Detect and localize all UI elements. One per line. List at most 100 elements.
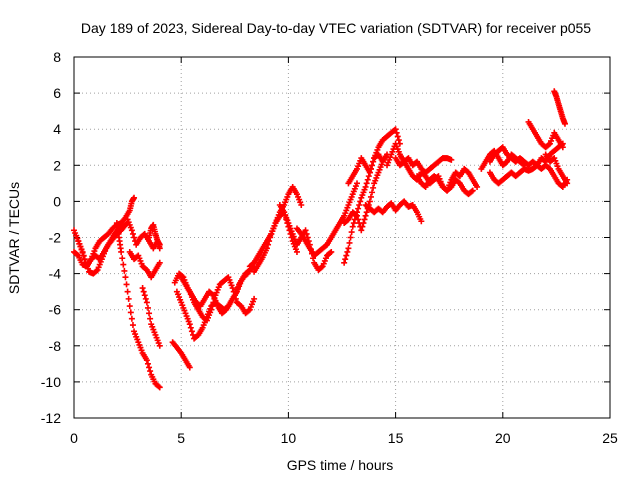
data-point <box>188 328 195 335</box>
data-series <box>71 88 571 391</box>
data-point <box>229 285 236 292</box>
data-point <box>209 303 216 310</box>
data-point <box>474 183 481 190</box>
data-point <box>156 245 163 252</box>
data-point <box>129 230 136 237</box>
data-point <box>564 180 571 187</box>
data-point <box>146 364 153 371</box>
data-point <box>328 248 335 255</box>
data-point <box>80 253 87 260</box>
data-point <box>186 321 193 328</box>
data-point <box>318 264 325 271</box>
y-tick-label: -8 <box>49 338 62 354</box>
series-trace-12 <box>169 339 193 371</box>
series-trace-26 <box>478 147 528 172</box>
data-point <box>418 218 425 225</box>
data-point <box>143 357 150 364</box>
data-point <box>367 193 374 200</box>
y-tick-label: 0 <box>53 193 61 209</box>
data-point <box>147 315 154 322</box>
data-point <box>122 274 129 281</box>
series-trace-4 <box>113 220 163 391</box>
data-point <box>139 285 146 292</box>
data-point <box>121 267 128 274</box>
data-point <box>303 230 310 237</box>
data-point <box>127 309 134 316</box>
data-point <box>156 342 163 349</box>
x-tick-label: 20 <box>495 430 511 446</box>
data-point <box>141 292 148 299</box>
data-point <box>129 322 136 329</box>
data-point <box>263 245 270 252</box>
data-point <box>365 173 372 180</box>
data-point <box>469 187 476 194</box>
series-trace-8 <box>146 221 163 252</box>
data-point <box>355 216 362 223</box>
data-point <box>364 176 371 183</box>
data-point <box>369 189 376 196</box>
data-point <box>367 165 374 172</box>
data-point <box>144 360 151 367</box>
data-point <box>359 223 366 230</box>
data-point <box>468 188 475 195</box>
y-tick-labels: -12 -10 -8 -6 -4 -2 0 2 4 6 8 <box>41 49 61 426</box>
series-trace-20 <box>362 198 425 225</box>
data-point <box>147 368 154 375</box>
data-point <box>146 310 153 317</box>
data-point <box>345 245 352 252</box>
x-tick-label: 25 <box>602 430 618 446</box>
data-point <box>448 156 455 163</box>
y-tick-label: 2 <box>53 157 61 173</box>
x-tick-label: 5 <box>177 430 185 446</box>
data-point <box>360 220 367 227</box>
data-point <box>123 281 130 288</box>
data-point <box>363 209 370 216</box>
series-trace-29 <box>542 151 571 187</box>
data-point <box>520 161 527 168</box>
data-point <box>370 158 377 165</box>
series-trace-27 <box>525 118 566 151</box>
data-point <box>561 120 568 127</box>
data-point <box>355 205 362 212</box>
data-point <box>251 295 258 302</box>
data-point <box>77 243 84 250</box>
series-trace-16 <box>293 180 361 259</box>
data-point <box>231 292 238 299</box>
data-point <box>124 288 131 295</box>
series-trace-13 <box>246 183 305 270</box>
data-point <box>342 256 349 263</box>
data-point <box>347 234 354 241</box>
data-point <box>357 198 364 205</box>
data-point <box>341 259 348 266</box>
series-trace-19 <box>341 151 391 234</box>
data-point <box>343 252 350 259</box>
axis-ticks <box>73 56 611 419</box>
data-point <box>126 303 133 310</box>
data-point <box>144 304 151 311</box>
grid <box>74 57 610 418</box>
series-trace-23 <box>414 173 476 198</box>
data-point <box>186 364 193 371</box>
data-point <box>119 255 126 262</box>
data-point <box>394 133 401 140</box>
data-point <box>393 129 400 136</box>
y-tick-label: -6 <box>49 302 62 318</box>
series-trace-14 <box>251 209 300 275</box>
data-point <box>187 324 194 331</box>
data-point <box>143 299 150 306</box>
data-point <box>293 248 300 255</box>
data-point <box>298 202 305 209</box>
series-trace-11 <box>178 274 258 324</box>
y-axis-label: SDTVAR / TECUs <box>6 182 22 294</box>
y-tick-label: 4 <box>53 121 61 137</box>
y-tick-label: -12 <box>41 410 61 426</box>
series-trace-21 <box>384 140 455 176</box>
series-trace-17 <box>341 126 403 266</box>
data-point <box>366 198 373 205</box>
x-tick-label: 0 <box>70 430 78 446</box>
data-point <box>265 241 272 248</box>
data-point <box>209 291 216 298</box>
data-point <box>348 229 355 236</box>
data-point <box>366 169 373 176</box>
data-point <box>125 295 132 302</box>
